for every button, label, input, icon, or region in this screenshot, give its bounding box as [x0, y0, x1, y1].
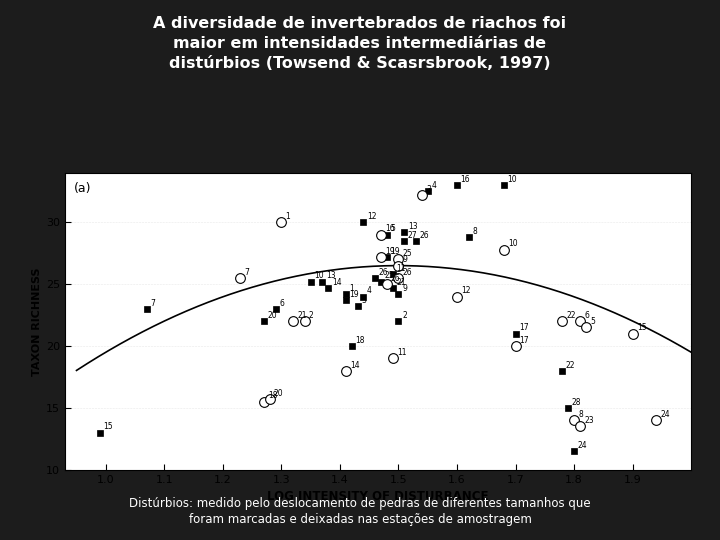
Text: 25: 25: [402, 249, 413, 258]
Text: 24: 24: [577, 441, 588, 450]
Text: 23: 23: [584, 416, 594, 426]
Text: 13: 13: [326, 272, 336, 280]
Text: 16: 16: [385, 225, 395, 233]
Text: 21: 21: [396, 278, 405, 287]
Text: 5: 5: [590, 317, 595, 326]
Text: 20: 20: [274, 389, 284, 398]
Text: 20: 20: [267, 311, 277, 320]
Y-axis label: TAXON RICHNESS: TAXON RICHNESS: [32, 267, 42, 375]
Text: 19: 19: [349, 290, 359, 299]
Text: 9: 9: [402, 255, 408, 265]
Text: 6: 6: [279, 299, 284, 308]
Text: 12: 12: [461, 286, 471, 295]
Text: 17: 17: [520, 336, 529, 345]
Text: 4: 4: [431, 181, 436, 190]
Text: 26: 26: [402, 268, 413, 276]
Text: 19: 19: [390, 247, 400, 256]
Text: (a): (a): [74, 181, 91, 195]
Text: 2: 2: [309, 311, 314, 320]
Text: 1: 1: [286, 212, 290, 221]
Text: 7: 7: [245, 268, 249, 276]
Text: 26: 26: [379, 268, 388, 276]
Text: 24: 24: [660, 410, 670, 419]
Text: 22: 22: [566, 361, 575, 369]
Text: 14: 14: [332, 278, 341, 287]
Text: 10: 10: [508, 239, 518, 248]
Text: 3: 3: [426, 185, 431, 194]
Text: 18: 18: [268, 392, 277, 401]
Text: 25: 25: [384, 272, 394, 280]
Text: 11: 11: [396, 264, 405, 273]
Text: 1: 1: [349, 284, 354, 293]
Text: 15: 15: [636, 323, 647, 333]
Text: 5: 5: [390, 225, 395, 233]
Text: 9: 9: [402, 284, 407, 293]
Text: 22: 22: [567, 311, 576, 320]
Text: 19: 19: [385, 247, 395, 256]
Text: 26: 26: [420, 231, 429, 240]
Text: 27: 27: [408, 231, 418, 240]
Text: 13: 13: [408, 222, 418, 231]
Text: 28: 28: [572, 397, 581, 407]
Text: 18: 18: [355, 336, 364, 345]
Text: 6: 6: [584, 311, 589, 320]
Text: A diversidade de invertebrados de riachos foi
maior em intensidades intermediári: A diversidade de invertebrados de riacho…: [153, 16, 567, 71]
Text: 11: 11: [397, 348, 406, 357]
Text: 10: 10: [314, 272, 324, 280]
Text: 14: 14: [350, 361, 359, 369]
Text: 26: 26: [391, 274, 400, 283]
Text: 8: 8: [472, 227, 477, 236]
Text: 8: 8: [578, 410, 583, 419]
Text: Distúrbios: medido pelo deslocamento de pedras de diferentes tamanhos que
foram : Distúrbios: medido pelo deslocamento de …: [129, 496, 591, 526]
X-axis label: LOG INTENSITY OF DISTURBANCE: LOG INTENSITY OF DISTURBANCE: [267, 490, 489, 503]
Text: 4: 4: [367, 286, 372, 295]
Text: 7: 7: [150, 299, 155, 308]
Text: 3: 3: [361, 296, 366, 305]
Text: 16: 16: [461, 175, 470, 184]
Text: 10: 10: [508, 175, 517, 184]
Text: 21: 21: [297, 311, 307, 320]
Text: 2: 2: [402, 311, 407, 320]
Text: 12: 12: [367, 212, 377, 221]
Text: 15: 15: [104, 422, 113, 431]
Text: 17: 17: [519, 323, 528, 333]
